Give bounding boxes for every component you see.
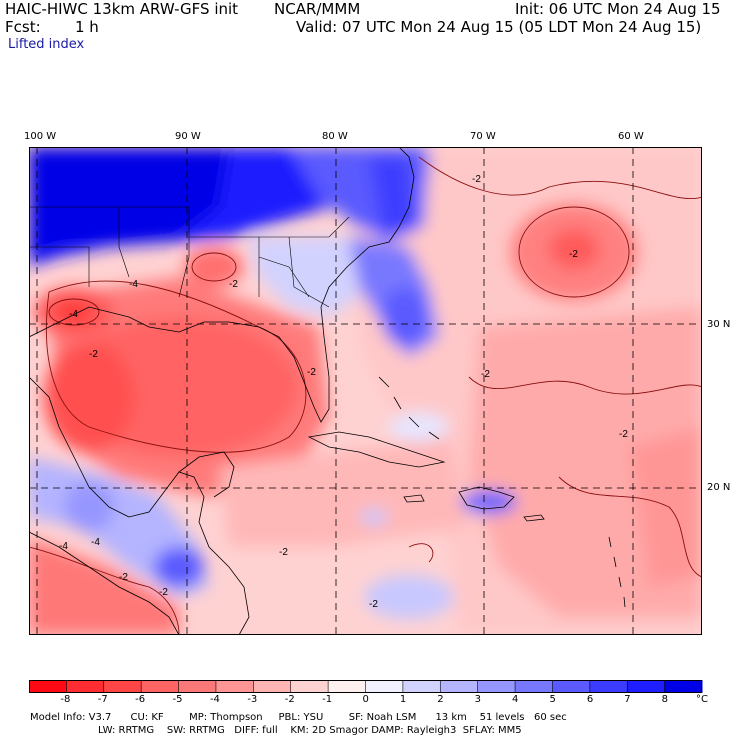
colorbar-swatch xyxy=(215,680,254,693)
colorbar-swatch xyxy=(141,680,180,693)
colorbar-tick-label: 1 xyxy=(399,694,407,705)
coastlines xyxy=(29,147,626,635)
colorbar-tick-label: 4 xyxy=(512,694,519,705)
colorbar-swatch xyxy=(589,680,628,693)
colorbar-tick-label: -4 xyxy=(209,694,220,705)
colorbar-tick-label: 0 xyxy=(362,694,369,705)
contour-label: -2 xyxy=(229,279,238,290)
lon-label-90w: 90 W xyxy=(175,131,201,142)
colorbar-swatch xyxy=(365,680,404,693)
state-borders xyxy=(29,206,350,308)
model-title: HAIC-HIWC 13km ARW-GFS init xyxy=(5,0,239,18)
colorbar-tick-label: -3 xyxy=(247,694,258,705)
colorbar-tick-label: -1 xyxy=(322,694,333,705)
contour-label: -2 xyxy=(369,599,378,610)
colorbar-swatch xyxy=(402,680,441,693)
colorbar-tick-label: -6 xyxy=(135,694,146,705)
colorbar-swatch xyxy=(552,680,591,693)
contour-label: -4 xyxy=(59,541,68,552)
contour-value-labels: -2 -2 -4 -4 -2 -2 -2 -2 -2 -4 -2 -4 -2 -… xyxy=(59,174,628,610)
colorbar-swatch xyxy=(29,680,67,693)
colorbar-swatch xyxy=(515,680,553,693)
colorbar-tick-label: 2 xyxy=(437,694,444,705)
colorbar-swatch xyxy=(253,680,292,693)
colorbar-swatch xyxy=(664,680,703,693)
fcst-value: 1 h xyxy=(75,18,99,36)
colorbar-swatch xyxy=(328,680,366,693)
lat-lon-grid xyxy=(29,147,702,635)
field-name: Lifted index xyxy=(8,37,85,52)
contour-label: -4 xyxy=(91,537,100,548)
contour-label: -2 xyxy=(481,369,490,380)
contour-label: -2 xyxy=(159,587,168,598)
colorbar-tick-label: -7 xyxy=(97,694,108,705)
contour-label: -2 xyxy=(279,547,288,558)
lon-label-80w: 80 W xyxy=(322,131,348,142)
contour-label: -2 xyxy=(119,572,128,583)
colorbar-tick-label: 3 xyxy=(474,694,482,705)
contour-label: -2 xyxy=(89,349,98,360)
lon-label-70w: 70 W xyxy=(470,131,496,142)
model-info-line2: LW: RRTMG SW: RRTMG DIFF: full KM: 2D Sm… xyxy=(98,725,522,736)
colorbar-swatch xyxy=(103,680,142,693)
fcst-label: Fcst: xyxy=(5,18,41,36)
org-label: NCAR/MMM xyxy=(274,0,361,18)
colorbar-swatch xyxy=(627,680,666,693)
init-time: Init: 06 UTC Mon 24 Aug 15 xyxy=(515,0,721,18)
contour-label: -4 xyxy=(69,309,78,320)
contour-label: -2 xyxy=(569,249,578,260)
colorbar-unit: °C xyxy=(696,694,708,705)
contour-lines xyxy=(29,156,702,635)
colorbar-tick-label: 8 xyxy=(661,694,668,705)
valid-time: Valid: 07 UTC Mon 24 Aug 15 (05 LDT Mon … xyxy=(296,18,702,36)
lat-label-30n: 30 N xyxy=(707,319,731,330)
contour-label: -2 xyxy=(307,367,316,378)
contour-label: -2 xyxy=(619,429,628,440)
model-info-line1: Model Info: V3.7 CU: KF MP: Thompson PBL… xyxy=(30,712,567,723)
colorbar-swatch xyxy=(290,680,329,693)
colorbar-tick-label: -8 xyxy=(60,694,71,705)
contour-label: -4 xyxy=(129,279,138,290)
colorbar-swatch xyxy=(440,680,479,693)
colorbar-swatch xyxy=(477,680,516,693)
colorbar-swatch xyxy=(178,680,217,693)
colorbar-tick-label: 6 xyxy=(586,694,594,705)
lat-label-20n: 20 N xyxy=(707,482,731,493)
contour-label: -2 xyxy=(472,174,481,185)
lon-label-100w: 100 W xyxy=(24,131,57,142)
lifted-index-map: -2 -2 -4 -4 -2 -2 -2 -2 -2 -4 -2 -4 -2 -… xyxy=(29,147,702,635)
colorbar-tick-label: 7 xyxy=(624,694,631,705)
map-border xyxy=(29,147,702,635)
colorbar-tick-label: -2 xyxy=(284,694,295,705)
colorbar xyxy=(29,680,703,693)
colorbar-tick-label: 5 xyxy=(549,694,556,705)
lon-label-60w: 60 W xyxy=(618,131,644,142)
colorbar-tick-label: -5 xyxy=(172,694,183,705)
colorbar-swatch xyxy=(66,680,105,693)
